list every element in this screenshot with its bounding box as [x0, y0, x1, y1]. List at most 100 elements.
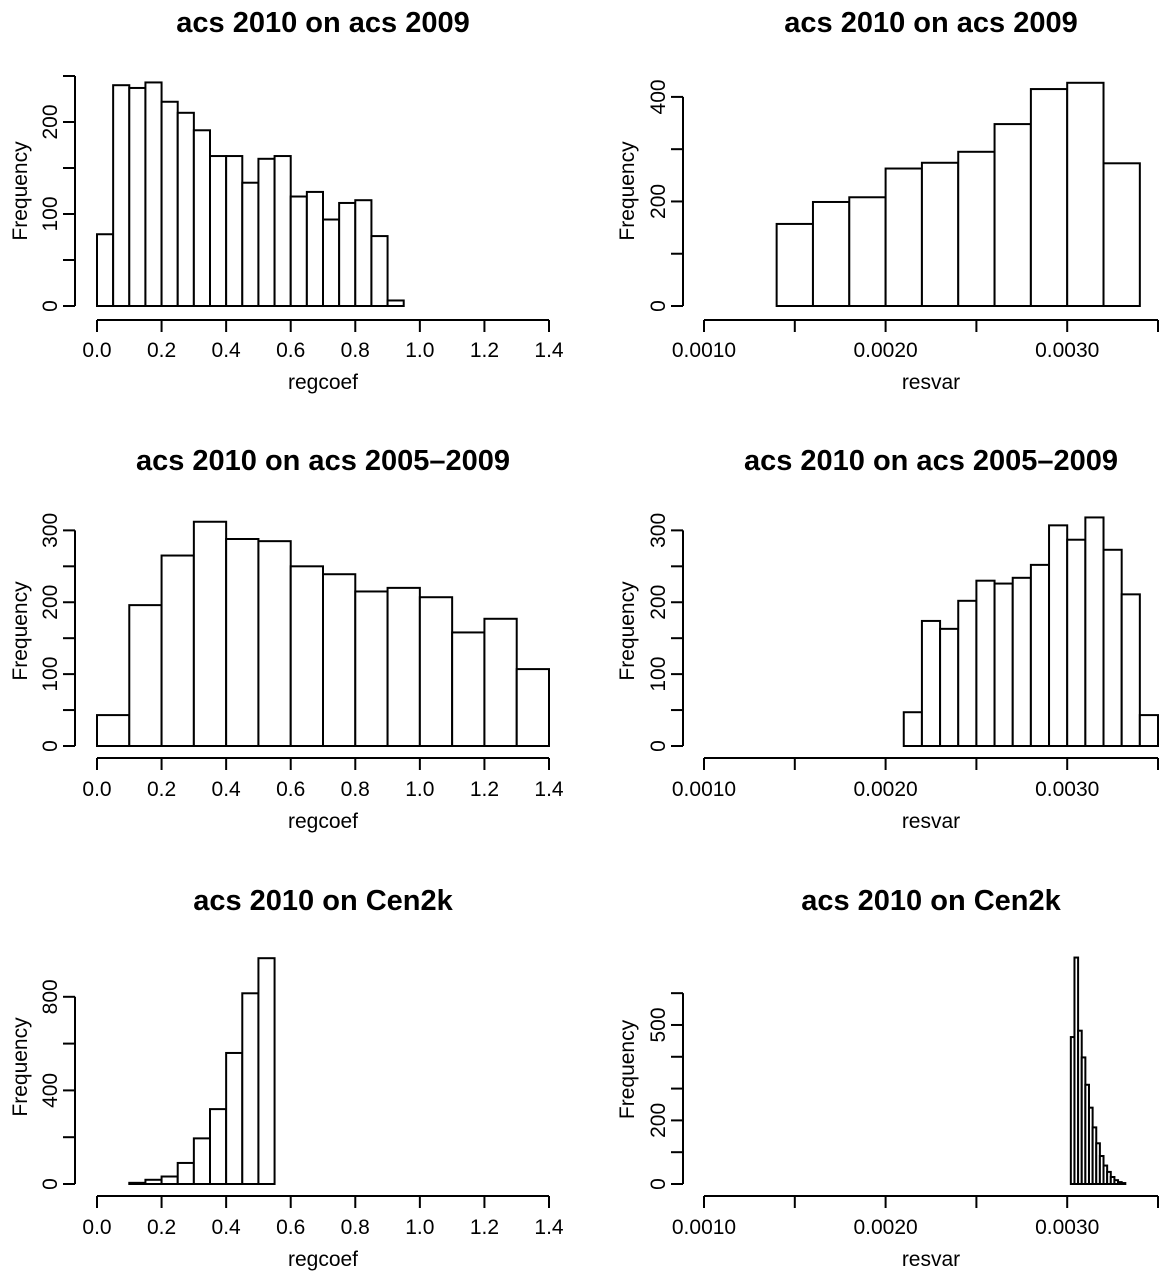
histogram-bar: [257, 540, 292, 747]
histogram-bar: [1102, 548, 1123, 747]
histogram-panel: acs 2010 on Cen2k 0.0 0.2 0.4 0.6 0.8 1.0 1.2 1.…: [9, 885, 564, 1271]
x-tick-label: 0.0030: [1035, 339, 1099, 362]
histogram-bar: [920, 161, 960, 307]
x-axis-label: regcoef: [288, 1248, 358, 1271]
histogram-bar: [775, 222, 814, 308]
histogram-bar: [902, 711, 923, 747]
y-tick-label: 200: [39, 585, 62, 620]
histogram-bar: [338, 201, 357, 308]
x-tick-label: 0.4: [212, 778, 242, 801]
y-tick-label: 0: [39, 740, 62, 752]
x-tick-label: 0.6: [276, 778, 305, 801]
histogram-bar: [305, 190, 325, 307]
histogram-bar: [322, 218, 341, 308]
histogram-bar: [1029, 88, 1069, 308]
histogram-bar: [160, 100, 179, 308]
x-axis-label: regcoef: [288, 371, 358, 394]
x-tick-label: 0.0: [82, 339, 111, 362]
x-axis-label: resvar: [902, 810, 960, 833]
x-tick-label: 1.4: [534, 339, 564, 362]
histogram-bar: [1102, 162, 1141, 307]
histogram-bar: [920, 619, 942, 747]
histogram-bar: [160, 1175, 179, 1185]
histogram-bar: [273, 155, 292, 307]
y-axis-label: Frequency: [9, 1017, 32, 1117]
chart-title: acs 2010 on acs 2009: [784, 7, 1077, 39]
chart-title: acs 2010 on acs 2005–2009: [744, 445, 1118, 477]
x-tick-label: 0.8: [341, 339, 370, 362]
histogram-bar: [939, 627, 960, 747]
histogram-bar: [354, 199, 373, 307]
x-tick-label: 0.0020: [853, 1216, 917, 1239]
histogram-panel: acs 2010 on acs 2005–2009 0.0 0.2 0.4 0.6 0.8…: [9, 445, 564, 833]
x-tick-label: 0.8: [341, 1216, 370, 1239]
histogram-bar: [848, 196, 887, 307]
histogram-bar: [370, 235, 389, 307]
histogram-bar: [1029, 563, 1051, 747]
y-tick-label: 100: [647, 657, 670, 692]
x-tick-label: 0.0010: [672, 778, 736, 801]
histogram-bar: [975, 579, 996, 747]
histogram-bar: [515, 668, 551, 747]
x-axis-label: resvar: [902, 371, 960, 394]
histogram-bar: [257, 157, 276, 307]
y-axis-label: Frequency: [616, 141, 639, 241]
histogram-bar: [1138, 714, 1159, 747]
histogram-bar: [257, 957, 276, 1185]
x-tick-label: 1.0: [405, 1216, 434, 1239]
y-tick-label: 100: [39, 657, 62, 692]
x-tick-label: 0.0: [82, 778, 111, 801]
histogram-bar: [289, 195, 308, 308]
histogram-bar: [957, 599, 978, 747]
y-tick-label: 400: [39, 1073, 62, 1108]
y-tick-label: 0: [39, 300, 62, 312]
x-tick-label: 0.4: [212, 339, 242, 362]
y-tick-label: 300: [647, 513, 670, 548]
x-tick-label: 0.2: [147, 778, 176, 801]
y-tick-label: 200: [39, 104, 62, 139]
chart-title: acs 2010 on Cen2k: [801, 885, 1061, 917]
histogram-bar: [1011, 576, 1032, 747]
histogram-bar: [209, 155, 228, 307]
x-tick-label: 0.0010: [672, 1216, 736, 1239]
x-tick-label: 0.0020: [853, 339, 917, 362]
y-tick-label: 500: [647, 1007, 670, 1042]
y-tick-label: 200: [647, 184, 670, 219]
histogram-panel: acs 2010 on acs 2009 0.0 0.2 0.4 0.6 0.8 1.0 1.…: [9, 7, 564, 394]
histogram-bar: [418, 596, 454, 747]
histogram-bar: [451, 631, 486, 747]
y-axis-label: Frequency: [9, 141, 32, 241]
y-tick-label: 300: [39, 513, 62, 548]
histogram-panel: acs 2010 on acs 2009 0.0010 0.0020 0.0030 re…: [616, 7, 1159, 394]
y-tick-label: 200: [647, 585, 670, 620]
y-tick-label: 400: [647, 79, 670, 114]
histogram-bar: [241, 992, 260, 1185]
histogram-bar: [386, 586, 421, 747]
y-tick-label: 0: [39, 1178, 62, 1190]
x-tick-label: 0.8: [341, 778, 370, 801]
histogram-bar: [192, 520, 228, 747]
histogram-bar: [386, 299, 405, 308]
histogram-bar: [144, 81, 163, 307]
chart-title: acs 2010 on Cen2k: [193, 885, 453, 917]
x-tick-label: 0.6: [276, 1216, 305, 1239]
y-tick-label: 800: [39, 979, 62, 1014]
x-tick-label: 0.0030: [1035, 1216, 1099, 1239]
histogram-bar: [957, 150, 996, 307]
x-tick-label: 1.2: [470, 778, 499, 801]
y-axis-label: Frequency: [9, 581, 32, 681]
x-tick-label: 0.0: [82, 1216, 111, 1239]
histogram-bar: [241, 181, 260, 307]
histogram-bar: [483, 617, 518, 747]
histogram-bar: [1120, 593, 1141, 747]
histogram-bar: [128, 86, 147, 307]
y-tick-label: 0: [647, 1178, 670, 1190]
histogram-bar: [1120, 1182, 1127, 1185]
x-tick-label: 1.0: [405, 778, 434, 801]
histogram-bar: [993, 582, 1014, 747]
x-tick-label: 0.0010: [672, 339, 736, 362]
histogram-bar: [1066, 81, 1105, 307]
histogram-panel: acs 2010 on acs 2005–2009 0.0010 0.0020 0.0…: [616, 445, 1159, 833]
histogram-bar: [225, 1051, 244, 1185]
